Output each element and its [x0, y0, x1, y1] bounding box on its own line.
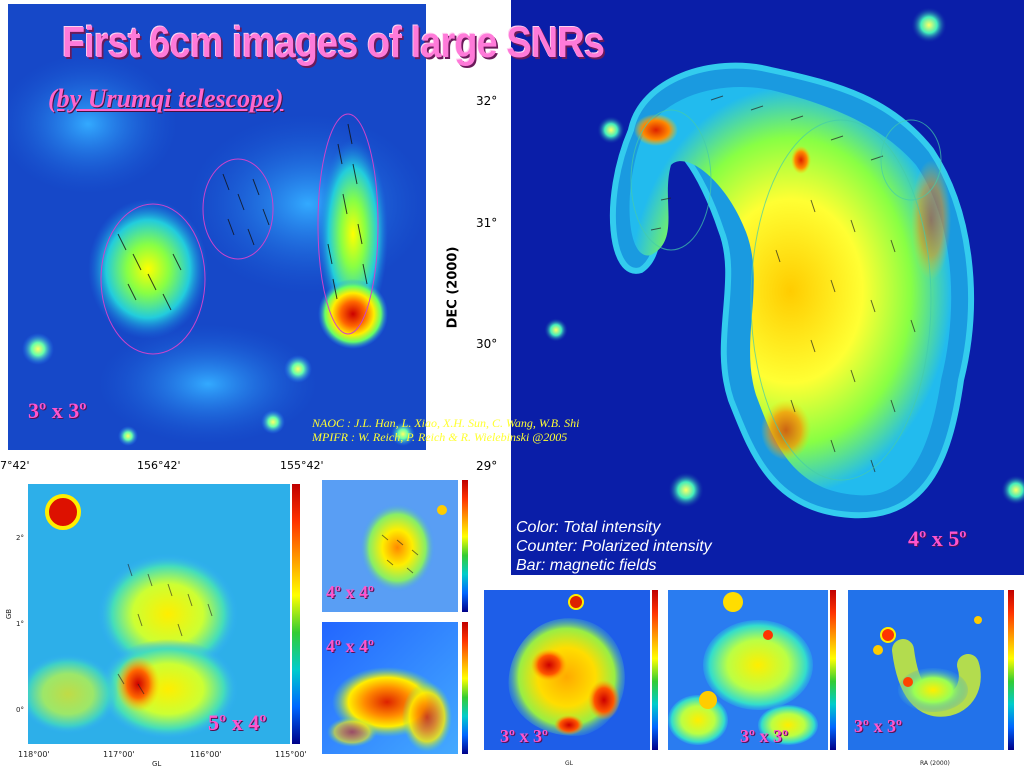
- snr-map-small-lower: [322, 622, 458, 754]
- y-tick-label: 31°: [476, 216, 498, 230]
- x-tick-label: 117°00': [103, 750, 135, 759]
- x-tick-label: 155°42': [280, 459, 324, 472]
- credit-mpifr: MPIFR : W. Reich, P. Reich & R. Wielebin…: [312, 430, 568, 444]
- snr-map-bottom-left-image: [28, 484, 290, 744]
- y-tick-label: 30°: [476, 337, 498, 351]
- size-label-small-lower: 4º x 4º: [326, 636, 374, 656]
- y-axis-label: GB: [5, 608, 14, 620]
- x-axis-label: GL: [152, 760, 162, 768]
- size-label-small-upper: 4º x 4º: [326, 582, 374, 602]
- snr-map-bottom-b-image: [668, 590, 828, 750]
- snr-map-right-large-image: [511, 0, 1024, 575]
- x-tick-label: 116°00': [190, 750, 222, 759]
- snr-map-bottom-left: [28, 484, 290, 744]
- colorbar-bottom-b: [830, 590, 836, 750]
- snr-map-bottom-c-image: [848, 590, 1004, 750]
- snr-map-small-upper: [322, 480, 458, 612]
- snr-map-small-lower-image: [322, 622, 458, 754]
- size-label-bottom-c: 3º x 3º: [854, 716, 902, 736]
- legend-magnetic-fields: Bar: magnetic fields: [516, 557, 657, 574]
- size-label-right-large: 4º x 5º: [908, 526, 967, 551]
- y-tick-label: 32°: [476, 94, 498, 108]
- slide-title: First 6cm images of large SNRs: [62, 18, 605, 67]
- snr-map-bottom-a-image: [484, 590, 650, 750]
- colorbar-bottom-a: [652, 590, 658, 750]
- size-label-bottom-b: 3º x 3º: [740, 726, 788, 746]
- snr-map-top-left: [8, 4, 426, 450]
- slide-subtitle: (by Urumqi telescope): [48, 84, 284, 113]
- y-tick-label: 2°: [16, 534, 24, 542]
- snr-map-bottom-b: [668, 590, 828, 750]
- y-tick-label: 29°: [476, 459, 498, 473]
- legend-total-intensity: Color: Total intensity: [516, 519, 661, 536]
- x-tick-label: 7°42': [0, 459, 30, 472]
- colorbar-small-lower: [462, 622, 468, 754]
- x-tick-label: 118°00': [18, 750, 50, 759]
- dec-axis-title: DEC (2000): [445, 246, 461, 329]
- y-tick-label: 1°: [16, 620, 24, 628]
- color-legend: Color: Total intensity Counter: Polarize…: [516, 518, 712, 575]
- snr-map-right-large: [511, 0, 1024, 575]
- right-panel-axis-area: [426, 0, 512, 480]
- credits: NAOC : J.L. Han, L. Xiao, X.H. Sun, C. W…: [312, 416, 579, 444]
- size-label-top-left: 3º x 3º: [28, 398, 87, 423]
- colorbar-bottom-c: [1008, 590, 1014, 750]
- snr-map-bottom-c: [848, 590, 1004, 750]
- snr-map-bottom-a: [484, 590, 650, 750]
- x-axis-label: RA (2000): [920, 760, 950, 767]
- size-label-bottom-a: 3º x 3º: [500, 726, 548, 746]
- colorbar-small-upper: [462, 480, 468, 612]
- size-label-bottom-left: 5º x 4º: [208, 710, 267, 735]
- x-tick-label: 156°42': [137, 459, 181, 472]
- x-tick-label: 115°00': [275, 750, 307, 759]
- snr-map-small-upper-image: [322, 480, 458, 612]
- colorbar-bottom-left: [292, 484, 300, 744]
- snr-map-top-left-image: [8, 4, 426, 450]
- x-axis-label: GL: [565, 760, 573, 767]
- y-tick-label: 0°: [16, 706, 24, 714]
- legend-polarized-intensity: Counter: Polarized intensity: [516, 538, 712, 555]
- credit-naoc: NAOC : J.L. Han, L. Xiao, X.H. Sun, C. W…: [312, 416, 580, 430]
